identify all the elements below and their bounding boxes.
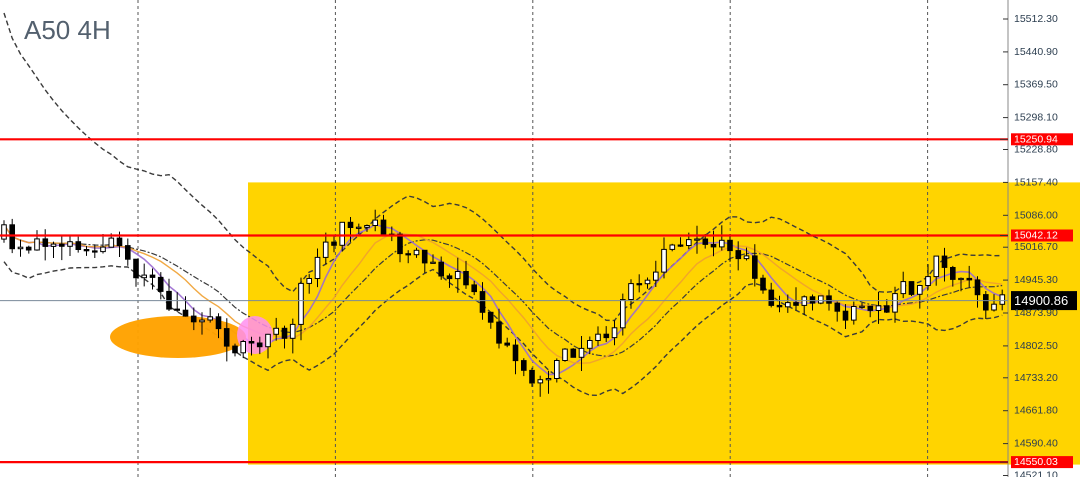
svg-text:14550.03: 14550.03 (1014, 456, 1058, 468)
svg-text:15440.90: 15440.90 (1014, 46, 1058, 58)
svg-text:14802.50: 14802.50 (1014, 340, 1058, 352)
svg-text:15512.30: 15512.30 (1014, 13, 1058, 25)
svg-text:15042.12: 15042.12 (1014, 230, 1058, 242)
svg-text:14521.10: 14521.10 (1014, 470, 1058, 477)
svg-text:14661.80: 14661.80 (1014, 405, 1058, 417)
svg-text:15228.80: 15228.80 (1014, 144, 1058, 156)
svg-text:14733.20: 14733.20 (1014, 372, 1058, 384)
svg-text:15369.50: 15369.50 (1014, 79, 1058, 91)
svg-text:15157.40: 15157.40 (1014, 176, 1058, 188)
svg-text:A50 4H: A50 4H (24, 15, 111, 45)
svg-text:14945.30: 14945.30 (1014, 274, 1058, 286)
svg-text:14900.86: 14900.86 (1014, 293, 1068, 308)
svg-text:14873.90: 14873.90 (1014, 307, 1058, 319)
svg-text:14590.40: 14590.40 (1014, 438, 1058, 450)
svg-text:15298.10: 15298.10 (1014, 112, 1058, 124)
svg-text:15086.00: 15086.00 (1014, 209, 1058, 221)
svg-text:15016.70: 15016.70 (1014, 241, 1058, 253)
